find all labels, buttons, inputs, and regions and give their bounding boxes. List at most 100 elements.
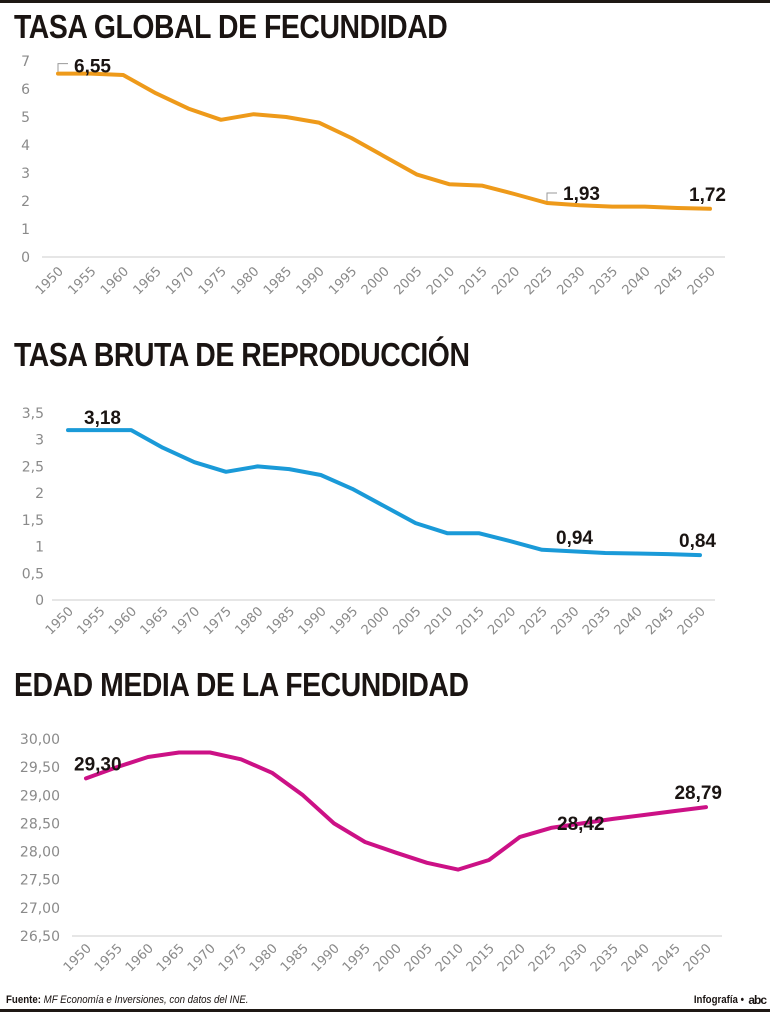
data-point: [674, 810, 677, 813]
annotation-leader: [57, 63, 68, 72]
x-tick-label: 1990: [294, 264, 328, 298]
data-point: [705, 806, 708, 809]
x-tick-label: 1980: [247, 941, 281, 975]
y-tick-label: 1: [21, 222, 30, 238]
data-point: [513, 193, 516, 196]
x-tick-label: 1970: [185, 941, 219, 975]
chart-title-tbr: TASA BRUTA DE REPRODUCCIÓN: [14, 336, 470, 373]
x-tick-label: 1970: [169, 604, 203, 638]
data-point: [252, 113, 255, 116]
x-tick-label: 1965: [154, 941, 188, 975]
y-tick-label: 0: [21, 250, 30, 266]
x-tick-label: 2015: [457, 264, 491, 298]
y-tick-label: 3: [35, 433, 44, 449]
data-point: [519, 835, 522, 838]
x-tick-label: 1995: [326, 264, 360, 298]
data-point: [699, 554, 702, 557]
data-point: [130, 429, 133, 432]
y-tick-label: 28,00: [20, 845, 60, 861]
data-point: [285, 116, 288, 119]
x-tick-label: 2005: [402, 941, 436, 975]
x-tick-label: 2045: [650, 941, 684, 975]
source-label: Fuente:: [6, 994, 41, 1006]
data-point: [415, 173, 418, 176]
data-point: [85, 777, 88, 780]
x-tick-label: 1950: [43, 604, 77, 638]
chart-title-emf: EDAD MEDIA DE LA FECUNDIDAD: [14, 666, 469, 703]
chart-title-tgf: TASA GLOBAL DE FECUNDIDAD: [14, 8, 448, 45]
x-tick-label: 2040: [620, 264, 654, 298]
data-label: 28,79: [674, 783, 722, 804]
x-tick-label: 1980: [232, 604, 266, 638]
data-label: 0,94: [556, 528, 593, 549]
data-point: [122, 74, 125, 77]
data-point: [676, 207, 679, 210]
data-point: [383, 504, 386, 507]
x-tick-label: 1960: [98, 264, 132, 298]
x-tick-label: 2030: [554, 264, 588, 298]
x-tick-label: 2025: [517, 604, 551, 638]
data-point: [364, 841, 367, 844]
x-tick-label: 2005: [391, 264, 425, 298]
data-point: [541, 548, 544, 551]
y-tick-label: 2: [35, 486, 44, 502]
x-tick-label: 1995: [340, 941, 374, 975]
y-tick-label: 3,5: [22, 406, 44, 422]
y-tick-label: 1,5: [22, 513, 44, 529]
source-note: Fuente: MF Economía e Inversiones, con d…: [6, 994, 248, 1006]
x-tick-label: 1980: [228, 264, 262, 298]
x-tick-label: 1965: [131, 264, 165, 298]
y-tick-label: 3: [21, 166, 30, 182]
x-tick-label: 1955: [92, 941, 126, 975]
data-point: [667, 553, 670, 556]
top-border: [0, 0, 770, 3]
data-point: [333, 822, 336, 825]
data-point: [240, 758, 243, 761]
x-tick-label: 1960: [123, 941, 157, 975]
x-tick-label: 2030: [548, 604, 582, 638]
chart-tasa-bruta-reproduccion: 0 0,5 1 1,5 2 2,5 3 3,5 195019551960196519701975…: [22, 406, 717, 638]
data-point: [220, 118, 223, 121]
data-point: [488, 859, 491, 862]
data-label: 29,30: [74, 754, 122, 775]
y-tick-label: 1: [35, 540, 44, 556]
data-point: [457, 868, 460, 871]
y-tick-label: 2,5: [22, 459, 44, 475]
y-tick-label: 29,50: [20, 760, 60, 776]
data-point: [187, 107, 190, 110]
credit-text: Infografía •: [694, 994, 745, 1006]
x-tick-label: 2045: [643, 604, 677, 638]
data-point: [395, 851, 398, 854]
x-tick-label: 1965: [138, 604, 172, 638]
data-point: [572, 550, 575, 553]
y-tick-label: 5: [21, 110, 30, 126]
x-tick-label: 2010: [422, 604, 456, 638]
x-tick-label: 2030: [557, 941, 591, 975]
data-point: [709, 207, 712, 210]
chart-edad-media-fecundidad: 26,50 27,00 27,50 28,00 28,50 29,00 29,50 30,00…: [20, 732, 722, 975]
data-point: [317, 121, 320, 124]
x-tick-label: 2040: [612, 604, 646, 638]
credit: Infografía • abc: [687, 993, 767, 1007]
x-tick-label: 2015: [454, 604, 488, 638]
series-line: [66, 428, 702, 558]
x-tick-label: 1985: [264, 604, 298, 638]
data-point: [225, 470, 228, 473]
data-point: [635, 552, 638, 555]
x-tick-label: 1975: [196, 264, 230, 298]
x-tick-label: 2020: [495, 941, 529, 975]
x-tick-label: 1990: [296, 604, 330, 638]
x-tick-label: 2035: [588, 941, 622, 975]
x-tick-label: 2025: [522, 264, 556, 298]
x-tick-label: 2010: [433, 941, 467, 975]
annotation-leader: [546, 192, 557, 201]
data-point: [351, 487, 354, 490]
y-tick-label: 4: [21, 138, 30, 154]
x-tick-label: 2050: [675, 604, 709, 638]
data-label: 3,18: [84, 408, 121, 429]
data-point: [448, 183, 451, 186]
data-point: [480, 184, 483, 187]
data-point: [147, 756, 150, 759]
data-point: [209, 751, 212, 754]
y-tick-label: 30,00: [20, 732, 60, 748]
